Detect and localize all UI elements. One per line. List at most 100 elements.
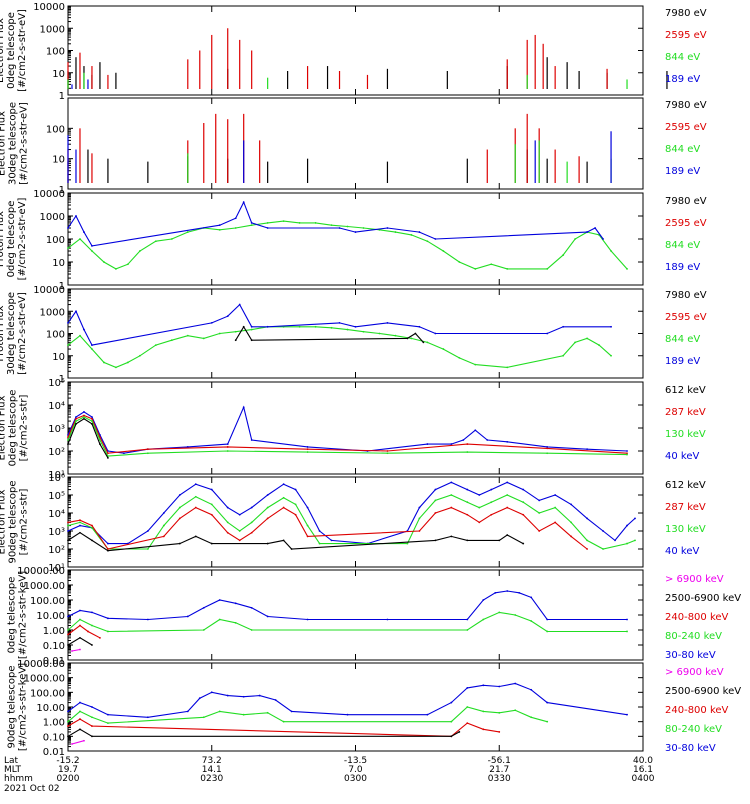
panel-5-series-red-point — [107, 452, 109, 455]
panel-4-series-blue-point — [434, 332, 437, 335]
panel-8-legend-entry: 240-800 keV — [665, 705, 729, 716]
panel-3-series-blue-point — [386, 227, 389, 229]
panel-6-series-blue-point — [194, 483, 197, 486]
panel-4-series-black-point — [422, 341, 425, 344]
panel-3-series-green-point — [266, 222, 269, 224]
panel-8-series-green-point — [482, 710, 485, 713]
panel-3-series-green-point — [410, 234, 413, 236]
panel-5-series-red-point — [626, 452, 628, 455]
panel-8-series-green-point — [202, 716, 205, 719]
panel-3-series-green-point — [330, 224, 333, 227]
panel-6-series-red-point — [210, 513, 213, 516]
panel-8-series-black-point — [79, 728, 81, 731]
panel-4-legend-entry: 2595 eV — [665, 312, 707, 323]
panel-8-series-green-point — [466, 706, 469, 708]
panel-3-series-green-point — [394, 231, 397, 233]
panel-6-series-red-point — [178, 517, 181, 520]
panel-4-series-green-point — [126, 361, 129, 364]
panel-6-series-green-point — [506, 494, 509, 496]
panel-6-series-black-point — [434, 539, 437, 542]
panel-6-series-red-point — [266, 517, 269, 520]
panel-4-series-green-point — [410, 337, 413, 340]
panel-6-series-green-point — [538, 512, 541, 514]
panel-7-series-blue-point — [506, 590, 509, 592]
panel-6-series-blue-point — [79, 524, 81, 527]
panel-6-series-red-point — [226, 531, 229, 534]
panel-5-legend-entry: 130 keV — [665, 429, 706, 440]
panel-3-series-green-point — [458, 261, 461, 263]
panel-6-series-green-point — [586, 539, 588, 542]
panel-8-series-blue-point — [210, 691, 213, 694]
panel-6-ylabel: Electron Flux — [0, 489, 8, 554]
panel-6-series-green-point — [554, 506, 557, 509]
panel-6-series-red-point — [162, 535, 165, 538]
panel-8-series-green-point — [67, 720, 69, 723]
panel-5-series-green-point — [75, 420, 77, 422]
panel-6-series-blue-point — [162, 512, 165, 514]
xaxis-tick-label: -13.5 — [344, 756, 367, 766]
panel-6-series-green-point — [318, 542, 321, 545]
panel-4-series-green-point — [610, 354, 612, 357]
panel-8-legend-entry: 2500-6900 keV — [665, 686, 741, 697]
panel-2-ytick-label: 100 — [46, 124, 65, 135]
panel-4-series-blue-point — [354, 325, 357, 328]
panel-3-series-green-point — [626, 268, 628, 270]
panel-2-ylabel: 30deg telescope — [8, 102, 19, 185]
panel-8-series-green-point — [530, 716, 533, 719]
panel-4-series-green-point — [91, 348, 93, 350]
panel-6-series-green-point — [570, 521, 573, 524]
panel-4-series-blue-point — [562, 325, 565, 328]
panel-6-series-blue-point — [614, 539, 616, 542]
panel-3-series-green-point — [138, 250, 141, 252]
panel-6-series-blue-point — [266, 494, 269, 496]
panel-5-series-blue-point — [91, 416, 93, 418]
panel-6-series-blue-point — [478, 494, 481, 496]
panel-8-ytick-label: 0.01 — [43, 747, 65, 758]
panel-6-series-red-point — [418, 530, 421, 532]
panel-5-legend-entry: 612 keV — [665, 385, 706, 396]
panel-5-ytick-label: 10² — [48, 447, 65, 458]
panel-5-series-red-point — [546, 447, 549, 450]
panel-6-ylabel: 90deg telescope — [8, 480, 19, 563]
panel-6-series-black-point — [498, 539, 501, 542]
xaxis-tick-label: 73.2 — [202, 756, 222, 766]
panel-7-ytick-label: 0.01 — [43, 656, 65, 667]
panel-3-series-blue-point — [586, 231, 588, 233]
panel-6-ytick-label: 10⁴ — [48, 509, 65, 520]
panel-5-series-blue-point — [506, 440, 509, 443]
panel-4-series-green-point — [67, 344, 69, 347]
panel-7-series-blue-point — [266, 615, 269, 618]
panel-4-series-blue-point — [250, 325, 253, 328]
panel-3-series-blue-point — [83, 231, 85, 233]
panel-5-series-green-point — [626, 453, 628, 456]
panel-5-legend-entry: 40 keV — [665, 451, 699, 462]
panel-4-series-black-point — [234, 339, 237, 342]
panel-6-series-black-point — [210, 542, 213, 545]
panel-7-ytick-label: 10.00 — [36, 611, 65, 622]
panel-6-series-blue-point — [107, 542, 109, 545]
panel-5-series-green-point — [91, 420, 93, 422]
xaxis-tick-label: 40.0 — [633, 756, 653, 766]
panel-5-ytick-label: 10⁵ — [48, 378, 65, 389]
panel-4-series-green-point — [346, 328, 349, 331]
panel-4-series-green-point — [154, 344, 157, 347]
panel-6-series-green-point — [91, 526, 93, 529]
panel-4-series-blue-point — [83, 328, 85, 331]
panel-8-series-black-point — [450, 735, 453, 738]
panel-8-series-red-point — [466, 722, 469, 724]
panel-2-legend-entry: 189 eV — [665, 166, 700, 177]
panel-4-series-green-point — [506, 366, 509, 369]
panel-6-series-green-point — [450, 494, 453, 496]
panel-5-series-green-point — [99, 439, 101, 441]
panel-3-series-green-point — [346, 225, 349, 228]
panel-3-series-blue-point — [354, 231, 357, 233]
panel-5-series-blue-point — [226, 443, 229, 445]
panel-1-legend-entry: 189 eV — [665, 74, 700, 85]
panel-4-series-green-point — [103, 361, 105, 364]
panel-7-series-green-point — [250, 629, 253, 631]
panel-3-series-blue-point — [67, 227, 69, 229]
panel-8-series-blue-point — [146, 716, 149, 719]
panel-3-series-blue-point — [338, 227, 341, 229]
panel-4-series-green-line — [67, 326, 612, 368]
